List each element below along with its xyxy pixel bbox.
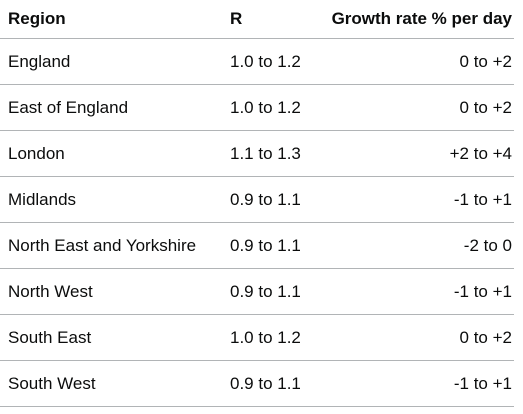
cell-growth-rate: +2 to +4 <box>317 130 514 177</box>
table-row: South West 0.9 to 1.1 -1 to +1 <box>0 360 514 407</box>
header-growth-rate: Growth rate % per day <box>317 0 514 39</box>
cell-r: 0.9 to 1.1 <box>222 222 317 269</box>
cell-growth-rate: -1 to +1 <box>317 268 514 315</box>
cell-growth-rate: 0 to +2 <box>317 314 514 361</box>
cell-r: 0.9 to 1.1 <box>222 268 317 315</box>
table-row: London 1.1 to 1.3 +2 to +4 <box>0 130 514 177</box>
cell-growth-rate: 0 to +2 <box>317 84 514 131</box>
table-header: Region R Growth rate % per day <box>0 0 514 39</box>
cell-region: North West <box>0 268 222 315</box>
cell-r: 1.0 to 1.2 <box>222 314 317 361</box>
cell-region: England <box>0 38 222 85</box>
cell-r: 1.0 to 1.2 <box>222 84 317 131</box>
table-row: North East and Yorkshire 0.9 to 1.1 -2 t… <box>0 222 514 269</box>
header-r: R <box>222 0 317 39</box>
cell-r: 0.9 to 1.1 <box>222 360 317 407</box>
table-row: South East 1.0 to 1.2 0 to +2 <box>0 314 514 361</box>
table-body: England 1.0 to 1.2 0 to +2 East of Engla… <box>0 38 514 407</box>
cell-region: London <box>0 130 222 177</box>
cell-region: South West <box>0 360 222 407</box>
cell-growth-rate: 0 to +2 <box>317 38 514 85</box>
table-row: England 1.0 to 1.2 0 to +2 <box>0 38 514 85</box>
cell-region: Midlands <box>0 176 222 223</box>
cell-growth-rate: -1 to +1 <box>317 360 514 407</box>
cell-r: 1.1 to 1.3 <box>222 130 317 177</box>
cell-growth-rate: -1 to +1 <box>317 176 514 223</box>
table-row: Midlands 0.9 to 1.1 -1 to +1 <box>0 176 514 223</box>
table-header-row: Region R Growth rate % per day <box>0 0 514 39</box>
header-region: Region <box>0 0 222 39</box>
cell-region: North East and Yorkshire <box>0 222 222 269</box>
cell-region: East of England <box>0 84 222 131</box>
cell-region: South East <box>0 314 222 361</box>
table-row: East of England 1.0 to 1.2 0 to +2 <box>0 84 514 131</box>
cell-growth-rate: -2 to 0 <box>317 222 514 269</box>
cell-r: 0.9 to 1.1 <box>222 176 317 223</box>
table-row: North West 0.9 to 1.1 -1 to +1 <box>0 268 514 315</box>
r-growth-table: Region R Growth rate % per day England 1… <box>0 0 514 407</box>
cell-r: 1.0 to 1.2 <box>222 38 317 85</box>
